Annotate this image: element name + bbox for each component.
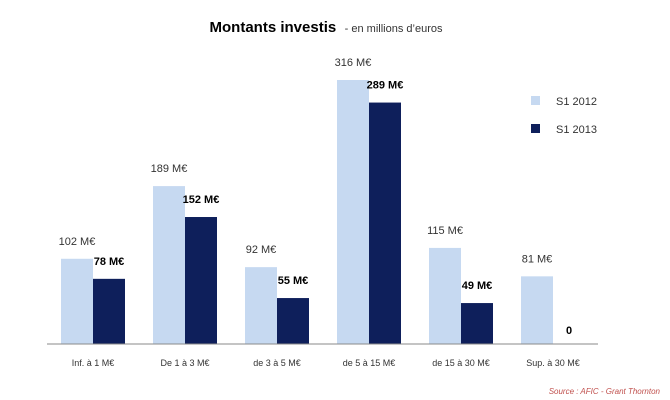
category-label-4: de 15 à 30 M€ bbox=[432, 358, 490, 368]
bar-s1-2012-2 bbox=[245, 267, 277, 344]
legend: S1 2012 S1 2013 bbox=[531, 96, 597, 136]
bar-s1-2013-0 bbox=[93, 278, 125, 344]
legend-swatch-s1-2013 bbox=[531, 124, 540, 133]
category-label-5: Sup. à 30 M€ bbox=[526, 358, 580, 368]
bar-s1-2013-2 bbox=[277, 298, 309, 344]
legend-label-s1-2012: S1 2012 bbox=[556, 96, 597, 108]
bar-s1-2012-3 bbox=[337, 80, 369, 344]
category-label-1: De 1 à 3 M€ bbox=[160, 358, 209, 368]
value-label-s1-2013-4: 49 M€ bbox=[462, 280, 493, 292]
bars-group bbox=[61, 80, 553, 344]
value-label-s1-2013-2: 55 M€ bbox=[278, 275, 309, 287]
value-label-s1-2013-3: 289 M€ bbox=[367, 80, 404, 92]
bar-s1-2012-0 bbox=[61, 258, 93, 344]
category-label-2: de 3 à 5 M€ bbox=[253, 358, 301, 368]
chart-title: Montants investis bbox=[210, 19, 337, 36]
bar-s1-2012-5 bbox=[521, 276, 553, 344]
bar-s1-2013-1 bbox=[185, 217, 217, 344]
bar-s1-2013-3 bbox=[369, 102, 401, 344]
value-label-s1-2012-5: 81 M€ bbox=[522, 253, 553, 265]
svg-text:Montants investis - en mil: Montants investis - en millions d’euros bbox=[210, 19, 443, 36]
legend-label-s1-2013: S1 2013 bbox=[556, 124, 597, 136]
value-label-s1-2012-4: 115 M€ bbox=[427, 225, 463, 237]
category-label-0: Inf. à 1 M€ bbox=[72, 358, 115, 368]
value-label-s1-2012-0: 102 M€ bbox=[59, 236, 96, 248]
value-label-s1-2013-5: 0 bbox=[566, 325, 572, 337]
bar-s1-2013-4 bbox=[461, 303, 493, 344]
source-note: Source : AFIC - Grant Thornton bbox=[549, 387, 661, 396]
value-label-s1-2013-1: 152 M€ bbox=[183, 194, 220, 206]
category-label-3: de 5 à 15 M€ bbox=[343, 358, 396, 368]
bar-s1-2012-4 bbox=[429, 247, 461, 344]
value-label-s1-2012-3: 316 M€ bbox=[335, 57, 372, 69]
legend-swatch-s1-2012 bbox=[531, 96, 540, 105]
value-labels-group: 102 M€ 78 M€ 189 M€ 152 M€ 92 M€ 55 M€ 316 M€ 2… bbox=[59, 57, 572, 337]
bar-s1-2012-1 bbox=[153, 186, 185, 344]
chart-subtitle: - en millions d’euros bbox=[345, 23, 443, 35]
value-label-s1-2012-2: 92 M€ bbox=[246, 244, 277, 256]
value-label-s1-2013-0: 78 M€ bbox=[94, 256, 125, 268]
category-labels-group: Inf. à 1 M€ De 1 à 3 M€ de 3 à 5 M€ de 5 à … bbox=[72, 358, 580, 368]
value-label-s1-2012-1: 189 M€ bbox=[151, 163, 188, 175]
